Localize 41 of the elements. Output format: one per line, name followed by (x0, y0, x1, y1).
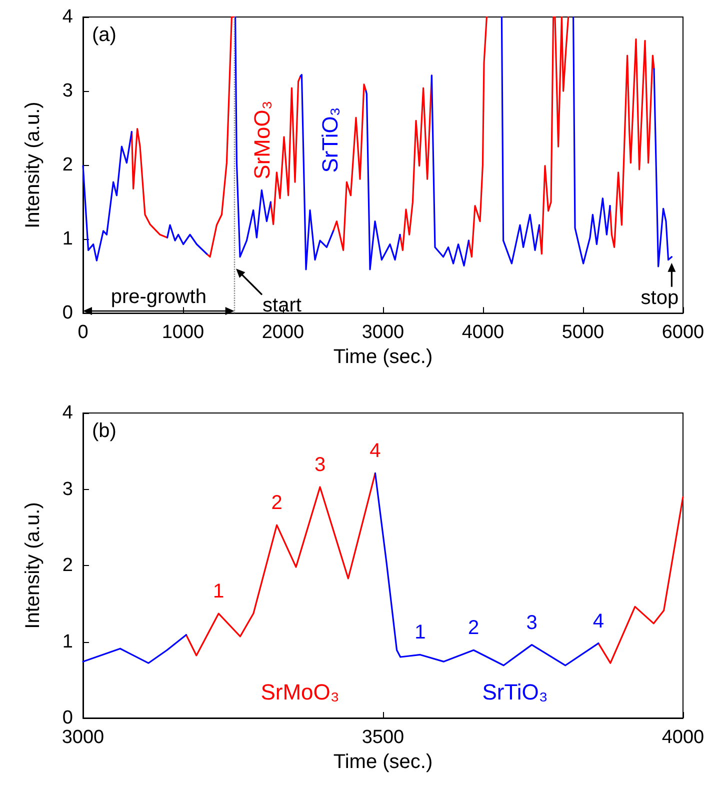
x-tick-label: 1000 (162, 322, 204, 344)
y-tick-label: 0 (62, 302, 73, 324)
x-tick-label: 2000 (262, 322, 304, 344)
x-tick-label: 5000 (562, 322, 604, 344)
x-tick-label: 3500 (362, 727, 404, 748)
series-label: SrTiO₃ (482, 680, 548, 704)
annotation: stop (640, 286, 679, 309)
annotation: 4 (370, 440, 381, 462)
annotation: (a) (92, 24, 116, 46)
annotation: (b) (92, 420, 116, 442)
y-axis-title: Intensity (a.u.) (22, 102, 44, 228)
x-axis-title: Time (sec.) (333, 346, 433, 368)
annotation: start (262, 294, 302, 317)
y-tick-label: 1 (62, 631, 73, 652)
y-tick-label: 2 (62, 555, 73, 576)
x-tick-label: 4000 (462, 322, 504, 344)
y-tick-label: 3 (62, 80, 73, 102)
x-tick-label: 3000 (62, 727, 104, 748)
y-tick-label: 1 (62, 228, 73, 250)
text: SrMoO₃ (260, 680, 340, 704)
annotation: pre-growth (110, 286, 206, 308)
y-tick-label: 2 (62, 154, 73, 176)
text: SrMoO₃ (250, 100, 274, 180)
text: SrTiO₃ (318, 107, 342, 173)
annotation: 3 (314, 454, 326, 476)
y-tick-label: 4 (62, 6, 74, 28)
annotation: 2 (271, 492, 282, 514)
x-axis-title: Time (sec.) (333, 750, 433, 773)
y-tick-label: 3 (62, 478, 73, 500)
annotation: 3 (526, 612, 538, 634)
x-tick-label: 3000 (362, 322, 404, 344)
annotation: 2 (468, 617, 480, 640)
annotation: 4 (592, 610, 604, 632)
y-tick-label: 0 (62, 708, 73, 728)
y-tick-label: 4 (62, 402, 74, 424)
annotation: 1 (213, 580, 224, 603)
x-tick-label: 4000 (662, 727, 704, 748)
x-tick-label: 6000 (662, 322, 704, 344)
annotation: 1 (414, 622, 426, 644)
y-axis-title: Intensity (a.u.) (22, 502, 44, 629)
x-tick-label: 0 (78, 322, 88, 344)
